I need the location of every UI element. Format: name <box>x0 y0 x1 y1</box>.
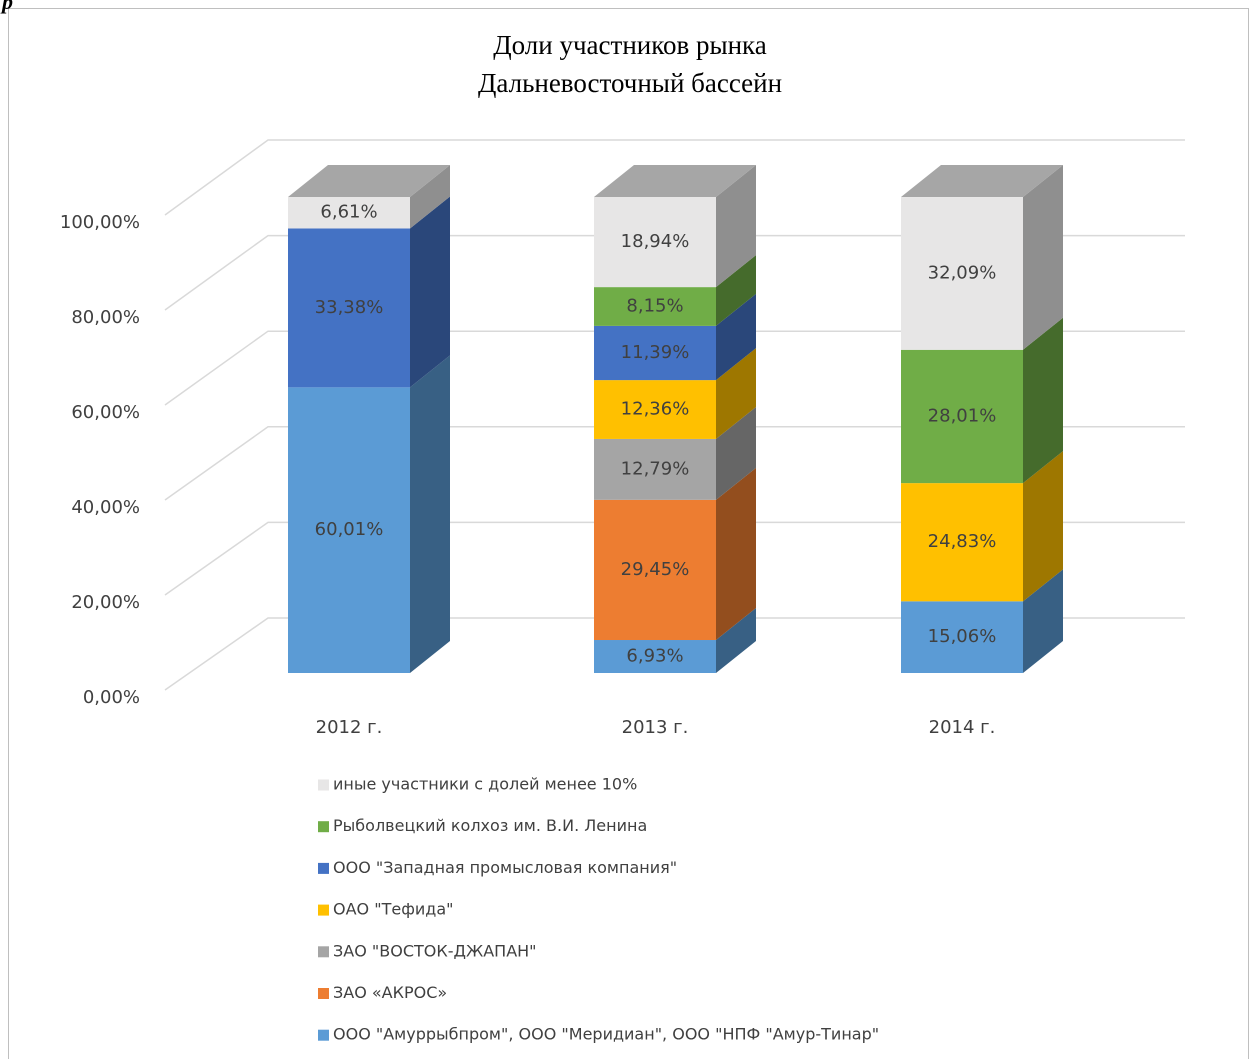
bar-top <box>288 165 450 197</box>
bar-side <box>1023 451 1063 602</box>
bar-side <box>716 608 756 673</box>
bar-side <box>716 406 756 500</box>
legend-swatch <box>318 988 329 999</box>
bar-segment <box>594 196 716 288</box>
bar-top <box>594 164 756 197</box>
data-label: 6,61% <box>320 202 377 223</box>
x-tick-label: 2012 г. <box>316 717 383 738</box>
y-tick-label: 60,00% <box>71 402 140 423</box>
data-label: 11,39% <box>621 342 690 363</box>
bar-side <box>410 165 450 229</box>
x-tick-label: 2013 г. <box>622 717 689 738</box>
grid-line <box>164 426 1185 501</box>
chart-title: Доли участников рынка <box>493 30 767 60</box>
data-label: 32,09% <box>928 262 997 283</box>
bar-segment <box>288 387 410 673</box>
data-label: 8,15% <box>626 296 683 317</box>
legend-label: ООО "Амуррыбпром", ООО "Меридиан", ООО "… <box>333 1025 879 1044</box>
bar-segment <box>288 228 410 388</box>
data-label: 24,83% <box>928 531 997 552</box>
grid-line <box>164 234 1185 311</box>
legend-label: Рыболвецкий колхоз им. В.И. Ленина <box>333 816 647 835</box>
bar-segment <box>901 483 1023 602</box>
y-tick-label: 100,00% <box>60 212 140 233</box>
legend-swatch <box>318 821 329 833</box>
bar-side <box>1023 165 1063 350</box>
data-label: 60,01% <box>315 519 384 540</box>
bar-side <box>410 355 450 673</box>
bar-segment <box>594 325 716 381</box>
bar-side <box>1023 569 1063 673</box>
legend-swatch <box>318 862 329 874</box>
bar-segment <box>901 197 1023 350</box>
data-label: 29,45% <box>621 559 690 580</box>
legend-label: ЗАО «АКРОС» <box>333 983 447 1002</box>
bar-side <box>716 164 756 288</box>
y-tick-label: 20,00% <box>71 592 140 613</box>
y-tick-label: 0,00% <box>83 687 140 708</box>
grid-line <box>164 617 1185 691</box>
y-tick-label: 40,00% <box>71 497 140 518</box>
bar-side <box>716 467 756 641</box>
data-label: 15,06% <box>928 626 997 647</box>
bar-segment <box>594 287 716 326</box>
bar-segment <box>901 601 1023 673</box>
bar-segment <box>901 349 1023 484</box>
bar-segment <box>288 197 410 229</box>
legend-swatch <box>318 904 329 916</box>
x-tick-label: 2014 г. <box>929 717 996 738</box>
legend-swatch <box>318 779 329 791</box>
bar-segment <box>594 640 716 673</box>
bar-top <box>901 165 1063 198</box>
y-tick-label: 80,00% <box>71 307 140 328</box>
legend-swatch <box>318 946 329 958</box>
grid-line <box>164 330 1185 406</box>
legend-label: ОАО "Тефида" <box>333 900 454 919</box>
grid-line <box>164 139 1185 216</box>
bar-segment <box>594 499 716 641</box>
bar-side <box>716 293 756 381</box>
data-label: 33,38% <box>315 297 384 318</box>
grid-line <box>164 521 1185 596</box>
bar-segment <box>594 438 716 500</box>
bar-side <box>1023 317 1063 484</box>
data-label: 28,01% <box>928 405 997 426</box>
bar-side <box>716 348 756 439</box>
bar-segment <box>594 380 716 439</box>
bar-side <box>410 196 450 388</box>
data-label: 12,36% <box>621 399 690 420</box>
bar-side <box>716 255 756 326</box>
legend-swatch <box>318 1029 329 1041</box>
legend-label: ЗАО "ВОСТОК-ДЖАПАН" <box>333 941 537 960</box>
data-label: 6,93% <box>626 646 683 667</box>
legend-label: ООО "Западная промысловая компания" <box>333 858 677 877</box>
data-label: 18,94% <box>621 231 690 252</box>
legend-label: иные участники с долей менее 10% <box>333 775 637 794</box>
chart-subtitle: Дальневосточный бассейн <box>478 68 782 98</box>
heading-fragment: р <box>0 0 13 14</box>
data-label: 12,79% <box>621 458 690 479</box>
